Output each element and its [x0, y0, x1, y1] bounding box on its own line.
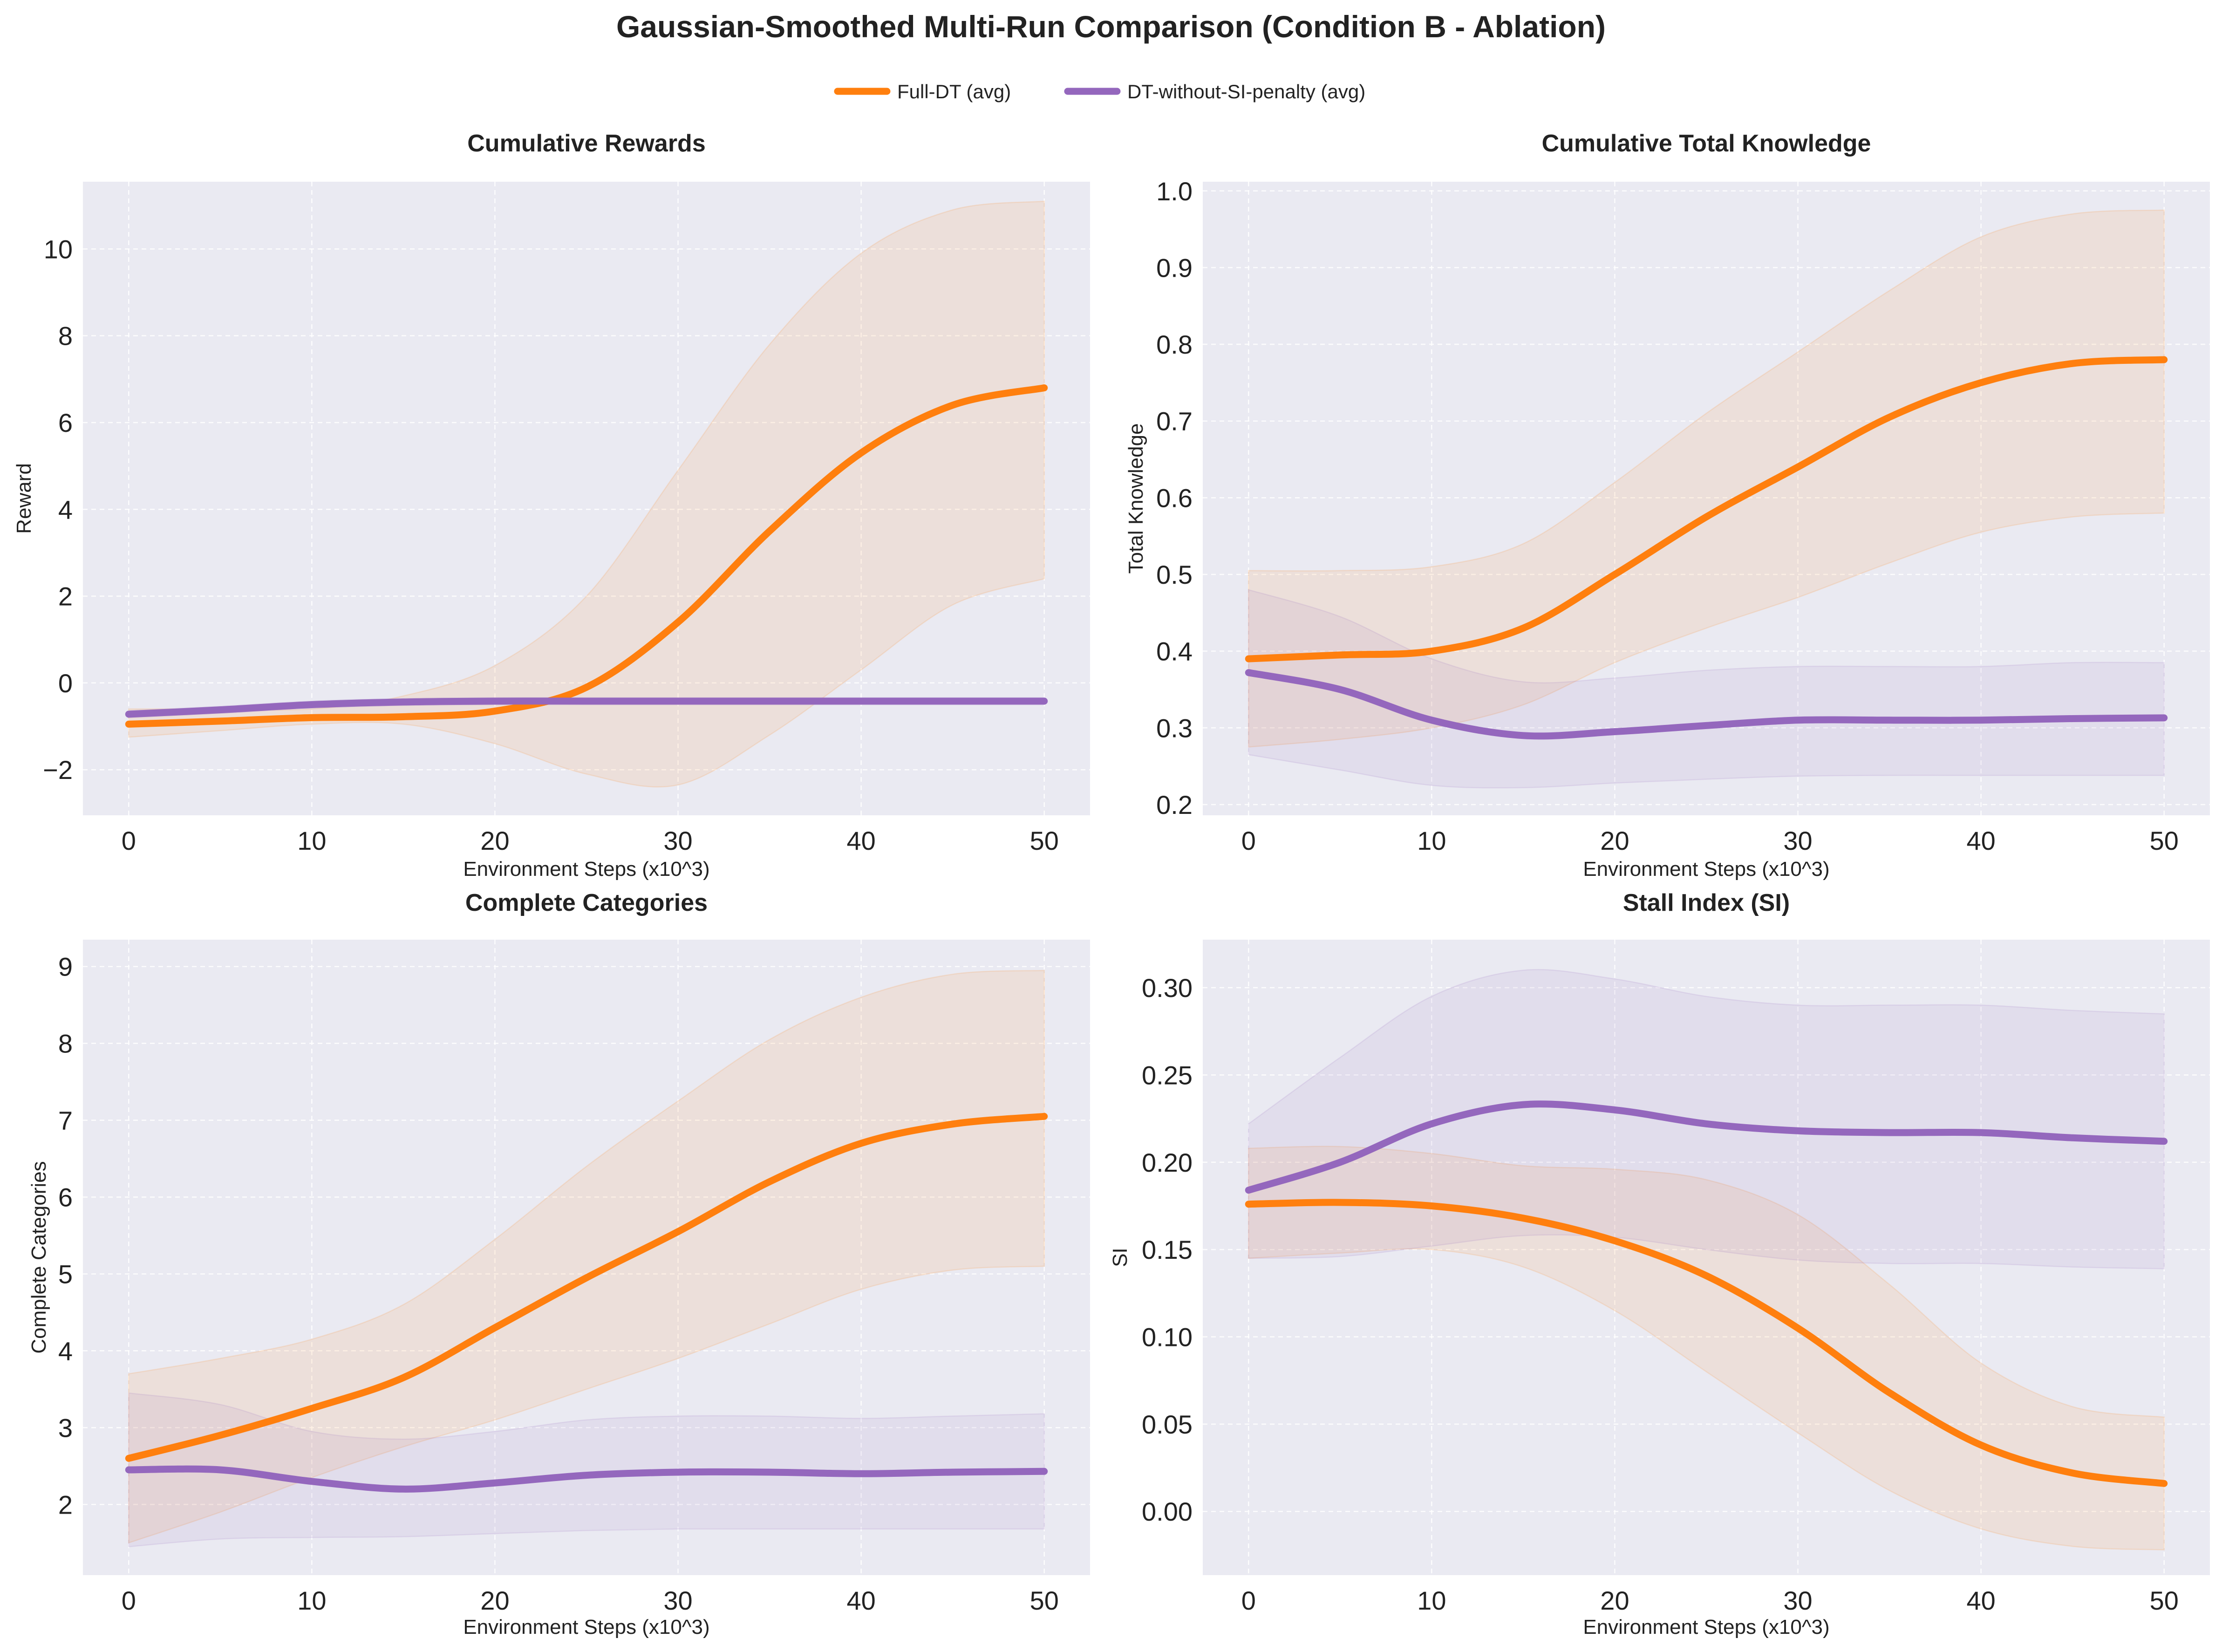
y-tick-label: 9	[58, 952, 73, 982]
y-tick-label: 0.30	[1142, 973, 1193, 1003]
y-tick-label: 0.05	[1142, 1410, 1193, 1439]
x-tick-label: 30	[1783, 1586, 1812, 1615]
panel-title: Cumulative Total Knowledge	[1542, 130, 1871, 157]
y-tick-label: 0.8	[1156, 330, 1193, 359]
panel-title: Stall Index (SI)	[1623, 889, 1790, 916]
x-tick-label: 0	[1241, 1586, 1256, 1615]
x-tick-label: 50	[2150, 1586, 2179, 1615]
y-tick-label: 0.4	[1156, 637, 1193, 666]
plot-area	[83, 940, 1090, 1575]
x-tick-label: 20	[1600, 826, 1629, 855]
y-tick-label: 2	[58, 582, 73, 611]
series-line-dt-without-si	[125, 1465, 1048, 1493]
panel-title: Complete Categories	[465, 889, 708, 916]
y-tick-label: 8	[58, 1029, 73, 1058]
plot-area	[1203, 182, 2210, 815]
y-tick-label: 3	[58, 1413, 73, 1442]
y-tick-label: 1.0	[1156, 177, 1193, 206]
y-tick-label: 7	[58, 1106, 73, 1135]
x-tick-label: 40	[1966, 826, 1995, 855]
y-tick-label: 0.10	[1142, 1323, 1193, 1352]
panel-stall-index: 0 10 20 30 40 50 0.00 0.05 0.10 0.15 0.20 0.25 0.30 S…	[1109, 889, 2210, 1638]
x-tick-label: 40	[846, 1586, 875, 1615]
y-tick-label: 4	[58, 495, 73, 524]
y-tick-label: 0.00	[1142, 1497, 1193, 1526]
x-tick-label: 50	[2150, 826, 2179, 855]
x-tick-label: 40	[1966, 1586, 1995, 1615]
x-axis-label: Environment Steps (x10^3)	[1583, 1616, 1829, 1638]
series-line-full-dt	[1245, 356, 2168, 662]
y-tick-label: 5	[58, 1259, 73, 1289]
x-tick-label: 10	[1417, 826, 1446, 855]
x-tick-label: 40	[846, 826, 875, 855]
x-tick-label: 10	[297, 826, 326, 855]
y-tick-label: 0.5	[1156, 560, 1193, 589]
legend-label-dt-without-si: DT-without-SI-penalty (avg)	[1127, 81, 1365, 102]
y-tick-label: 0.6	[1156, 483, 1193, 512]
confidence-band-full-dt	[128, 969, 1045, 1544]
y-tick-label: 6	[58, 408, 73, 437]
x-tick-label: 20	[480, 1586, 509, 1615]
confidence-band-dt-without-si	[128, 1392, 1045, 1548]
y-tick-label: 0.25	[1142, 1060, 1193, 1090]
y-axis-label: Reward	[13, 463, 35, 534]
y-tick-label: 0.7	[1156, 407, 1193, 436]
x-tick-label: 0	[122, 826, 136, 855]
y-tick-label: 0.3	[1156, 713, 1193, 743]
series-line-full-dt	[125, 384, 1048, 728]
x-axis-label: Environment Steps (x10^3)	[463, 858, 709, 881]
confidence-band-full-dt	[1248, 209, 2165, 748]
panel-title: Cumulative Rewards	[467, 130, 706, 157]
x-tick-label: 30	[663, 1586, 692, 1615]
panel-rewards: 0 10 20 30 40 50 −2 0 2 4 6 8 10 Cumulative Rewards En…	[13, 130, 1090, 881]
x-tick-label: 10	[297, 1586, 326, 1615]
x-tick-label: 0	[1241, 826, 1256, 855]
x-axis-label: Environment Steps (x10^3)	[1583, 858, 1829, 881]
y-tick-label: −2	[43, 755, 73, 785]
y-tick-label: 2	[58, 1490, 73, 1519]
y-tick-label: 6	[58, 1183, 73, 1212]
x-tick-label: 30	[663, 826, 692, 855]
panel-categories: 0 10 20 30 40 50 2 3 4 5 6 7 8 9 Complete Categories En…	[27, 889, 1090, 1638]
x-tick-label: 0	[122, 1586, 136, 1615]
y-axis-label: SI	[1109, 1248, 1131, 1267]
figure-title: Gaussian-Smoothed Multi-Run Comparison (…	[616, 9, 1606, 44]
y-tick-label: 0.2	[1156, 790, 1193, 819]
y-tick-label: 8	[58, 321, 73, 351]
series-line-full-dt	[1245, 1199, 2168, 1487]
series-line-dt-without-si	[1245, 669, 2168, 740]
y-tick-label: 0.20	[1142, 1148, 1193, 1177]
confidence-band-dt-without-si	[1248, 969, 2165, 1270]
legend-label-full-dt: Full-DT (avg)	[897, 81, 1011, 102]
x-axis-label: Environment Steps (x10^3)	[463, 1616, 709, 1638]
x-tick-label: 10	[1417, 1586, 1446, 1615]
series-line-dt-without-si	[125, 697, 1048, 718]
legend: Full-DT (avg) DT-without-SI-penalty (avg…	[834, 81, 1365, 102]
y-tick-label: 0.9	[1156, 253, 1193, 282]
y-tick-label: 0	[58, 669, 73, 698]
y-axis-label: Total Knowledge	[1125, 423, 1147, 574]
y-tick-label: 0.15	[1142, 1235, 1193, 1264]
x-tick-label: 20	[480, 826, 509, 855]
y-tick-label: 10	[44, 234, 73, 264]
panel-knowledge: 0 10 20 30 40 50 0.2 0.3 0.4 0.5 0.6 0.7 0.8 0.9 1.0 Cu…	[1125, 130, 2210, 881]
series-line-full-dt	[125, 1113, 1048, 1462]
confidence-band-full-dt	[1248, 1146, 2165, 1551]
x-tick-label: 30	[1783, 826, 1812, 855]
y-axis-label: Complete Categories	[27, 1161, 50, 1353]
x-tick-label: 20	[1600, 1586, 1629, 1615]
x-tick-label: 50	[1030, 1586, 1059, 1615]
series-line-dt-without-si	[1245, 1100, 2168, 1194]
x-tick-label: 50	[1030, 826, 1059, 855]
y-tick-label: 4	[58, 1336, 73, 1365]
confidence-band-full-dt	[128, 200, 1045, 788]
confidence-band-dt-without-si	[1248, 589, 2165, 789]
